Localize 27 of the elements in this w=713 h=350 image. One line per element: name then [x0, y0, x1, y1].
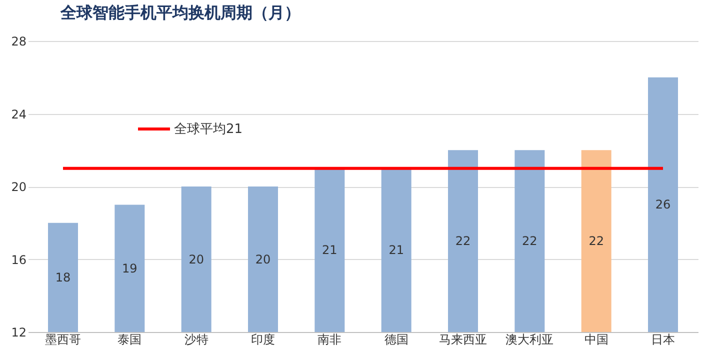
- data-label: 20: [255, 252, 271, 266]
- data-label: 18: [55, 270, 71, 284]
- data-label: 22: [522, 234, 538, 248]
- x-tick-label: 澳大利亚: [506, 332, 554, 346]
- x-tick-label: 墨西哥: [45, 332, 81, 346]
- data-label: 22: [588, 234, 604, 248]
- y-tick-label: 28: [11, 34, 26, 48]
- x-tick-label: 南非: [318, 332, 342, 346]
- data-label: 21: [388, 243, 404, 258]
- data-label: 26: [655, 198, 671, 212]
- x-tick-label: 马来西亚: [439, 332, 487, 346]
- data-label: 21: [322, 243, 338, 258]
- y-tick-label: 20: [11, 180, 26, 194]
- data-label: 22: [455, 234, 471, 248]
- y-tick-label: 12: [11, 326, 26, 340]
- y-tick-label: 24: [11, 107, 26, 122]
- x-tick-label: 泰国: [118, 332, 142, 346]
- y-tick-label: 16: [11, 252, 26, 267]
- legend-label: 全球平均21: [174, 122, 243, 137]
- data-label: 19: [122, 261, 138, 276]
- x-tick-label: 印度: [251, 332, 275, 346]
- x-tick-label: 日本: [651, 332, 675, 346]
- x-tick-label: 沙特: [184, 332, 208, 346]
- data-label: 20: [188, 252, 204, 266]
- chart-title: 全球智能手机平均换机周期（月）: [60, 3, 301, 22]
- x-tick-label: 德国: [384, 332, 408, 346]
- x-tick-label: 中国: [584, 332, 608, 346]
